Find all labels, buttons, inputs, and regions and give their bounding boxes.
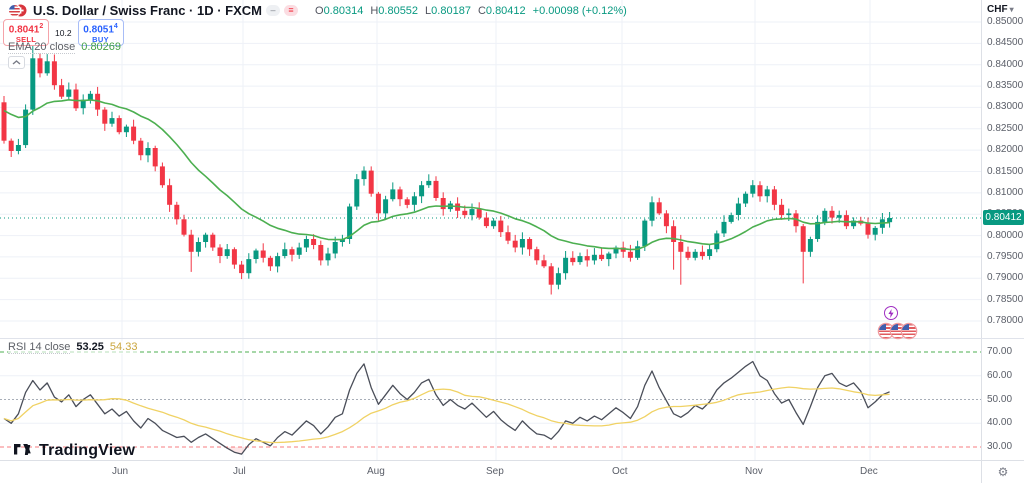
- close-value: 0.80412: [485, 4, 526, 17]
- change-bars-chip-icon[interactable]: ≡: [284, 5, 298, 16]
- price-axis-label: 0.78000: [987, 315, 1024, 326]
- lightning-event-icon[interactable]: [884, 306, 898, 320]
- high-value: 0.80552: [378, 4, 419, 17]
- month-axis-label: Sep: [486, 466, 504, 477]
- close-label: C: [477, 4, 486, 17]
- price-axis-label: 0.84000: [987, 58, 1024, 70]
- month-axis-label: Nov: [745, 466, 763, 477]
- buy-button[interactable]: 0.80514 BUY: [77, 19, 124, 46]
- chevron-up-icon: [12, 60, 21, 65]
- axis-settings-corner[interactable]: ⚙: [981, 460, 1024, 483]
- tradingview-watermark: TradingView: [14, 442, 135, 460]
- us-flag-event-icon[interactable]: [879, 324, 893, 338]
- chevron-down-icon: ▾: [1009, 5, 1014, 14]
- price-axis-label: 0.84500: [987, 37, 1024, 49]
- gear-icon[interactable]: ⚙: [997, 464, 1009, 479]
- price-axis-label: 0.82000: [987, 144, 1024, 156]
- price-axis-label: 0.82500: [987, 122, 1024, 134]
- rsi-axis-label: 50.00: [987, 393, 1013, 405]
- price-axis-label: 0.79500: [987, 250, 1024, 262]
- us-flag-event-icon[interactable]: [902, 324, 916, 338]
- open-label: O: [315, 4, 324, 17]
- price-axis-label: 0.81500: [987, 165, 1024, 177]
- price-axis[interactable]: CHF ▾ 0.80412 0.85000 0.84500 0.84000 0.8350…: [981, 0, 1024, 460]
- price-axis-label: 0.79000: [987, 272, 1024, 284]
- collapse-legend-button[interactable]: [8, 56, 25, 69]
- rsi-legend[interactable]: RSI 14 close 53.25 54.33: [8, 341, 138, 354]
- low-value: 0.80187: [431, 4, 471, 17]
- month-axis-label: Aug: [367, 466, 385, 477]
- price-axis-label: 0.78500: [987, 293, 1024, 305]
- symbol-title[interactable]: U.S. Dollar / Swiss Franc · 1D · FXCM: [33, 3, 262, 18]
- currency-label[interactable]: CHF ▾: [987, 4, 1014, 15]
- month-axis-label: Oct: [612, 466, 628, 477]
- current-price-badge: 0.80412: [983, 210, 1024, 226]
- price-axis-label: 0.81000: [987, 186, 1024, 198]
- change-value: +0.00098 (+0.12%): [532, 4, 627, 17]
- low-label: L: [425, 4, 432, 17]
- usdchf-pair-icon: [8, 4, 27, 17]
- rsi-axis-label: 60.00: [987, 369, 1013, 381]
- high-label: H: [370, 4, 379, 17]
- chart-canvas[interactable]: [0, 0, 981, 460]
- price-axis-label: 0.83000: [987, 101, 1024, 113]
- month-axis-label: Jul: [233, 466, 246, 477]
- ohlc-values: O 0.80314 H 0.80552 L 0.80187 C 0.80412 +0.0…: [308, 5, 627, 17]
- sell-button[interactable]: 0.80412 SELL: [3, 19, 49, 46]
- chart-header: U.S. Dollar / Swiss Franc · 1D · FXCM – …: [8, 3, 627, 18]
- price-axis-label: 0.80000: [987, 229, 1024, 241]
- open-value: 0.80314: [323, 4, 364, 17]
- spread-value: 10.2: [53, 26, 74, 39]
- rsi-axis-label: 40.00: [987, 417, 1013, 429]
- price-axis-label: 0.85000: [987, 16, 1024, 27]
- order-panel: 0.80412 SELL 10.2 0.80514 BUY: [3, 19, 124, 46]
- rsi-axis-label: 30.00: [987, 441, 1013, 452]
- ema-legend[interactable]: EMA 20 close 0.80269: [8, 41, 122, 54]
- minimize-chip-icon[interactable]: –: [266, 5, 280, 16]
- us-flag-event-icon[interactable]: [891, 324, 905, 338]
- rsi-axis-label: 70.00: [987, 346, 1013, 357]
- price-axis-label: 0.83500: [987, 80, 1024, 92]
- month-axis-label: Jun: [112, 466, 129, 477]
- month-axis-label: Dec: [860, 466, 878, 477]
- pane-separator[interactable]: [0, 338, 1024, 339]
- tradingview-logo-icon: [14, 443, 31, 455]
- time-axis[interactable]: Jun Jul Aug Sep Oct Nov Dec: [0, 460, 1024, 483]
